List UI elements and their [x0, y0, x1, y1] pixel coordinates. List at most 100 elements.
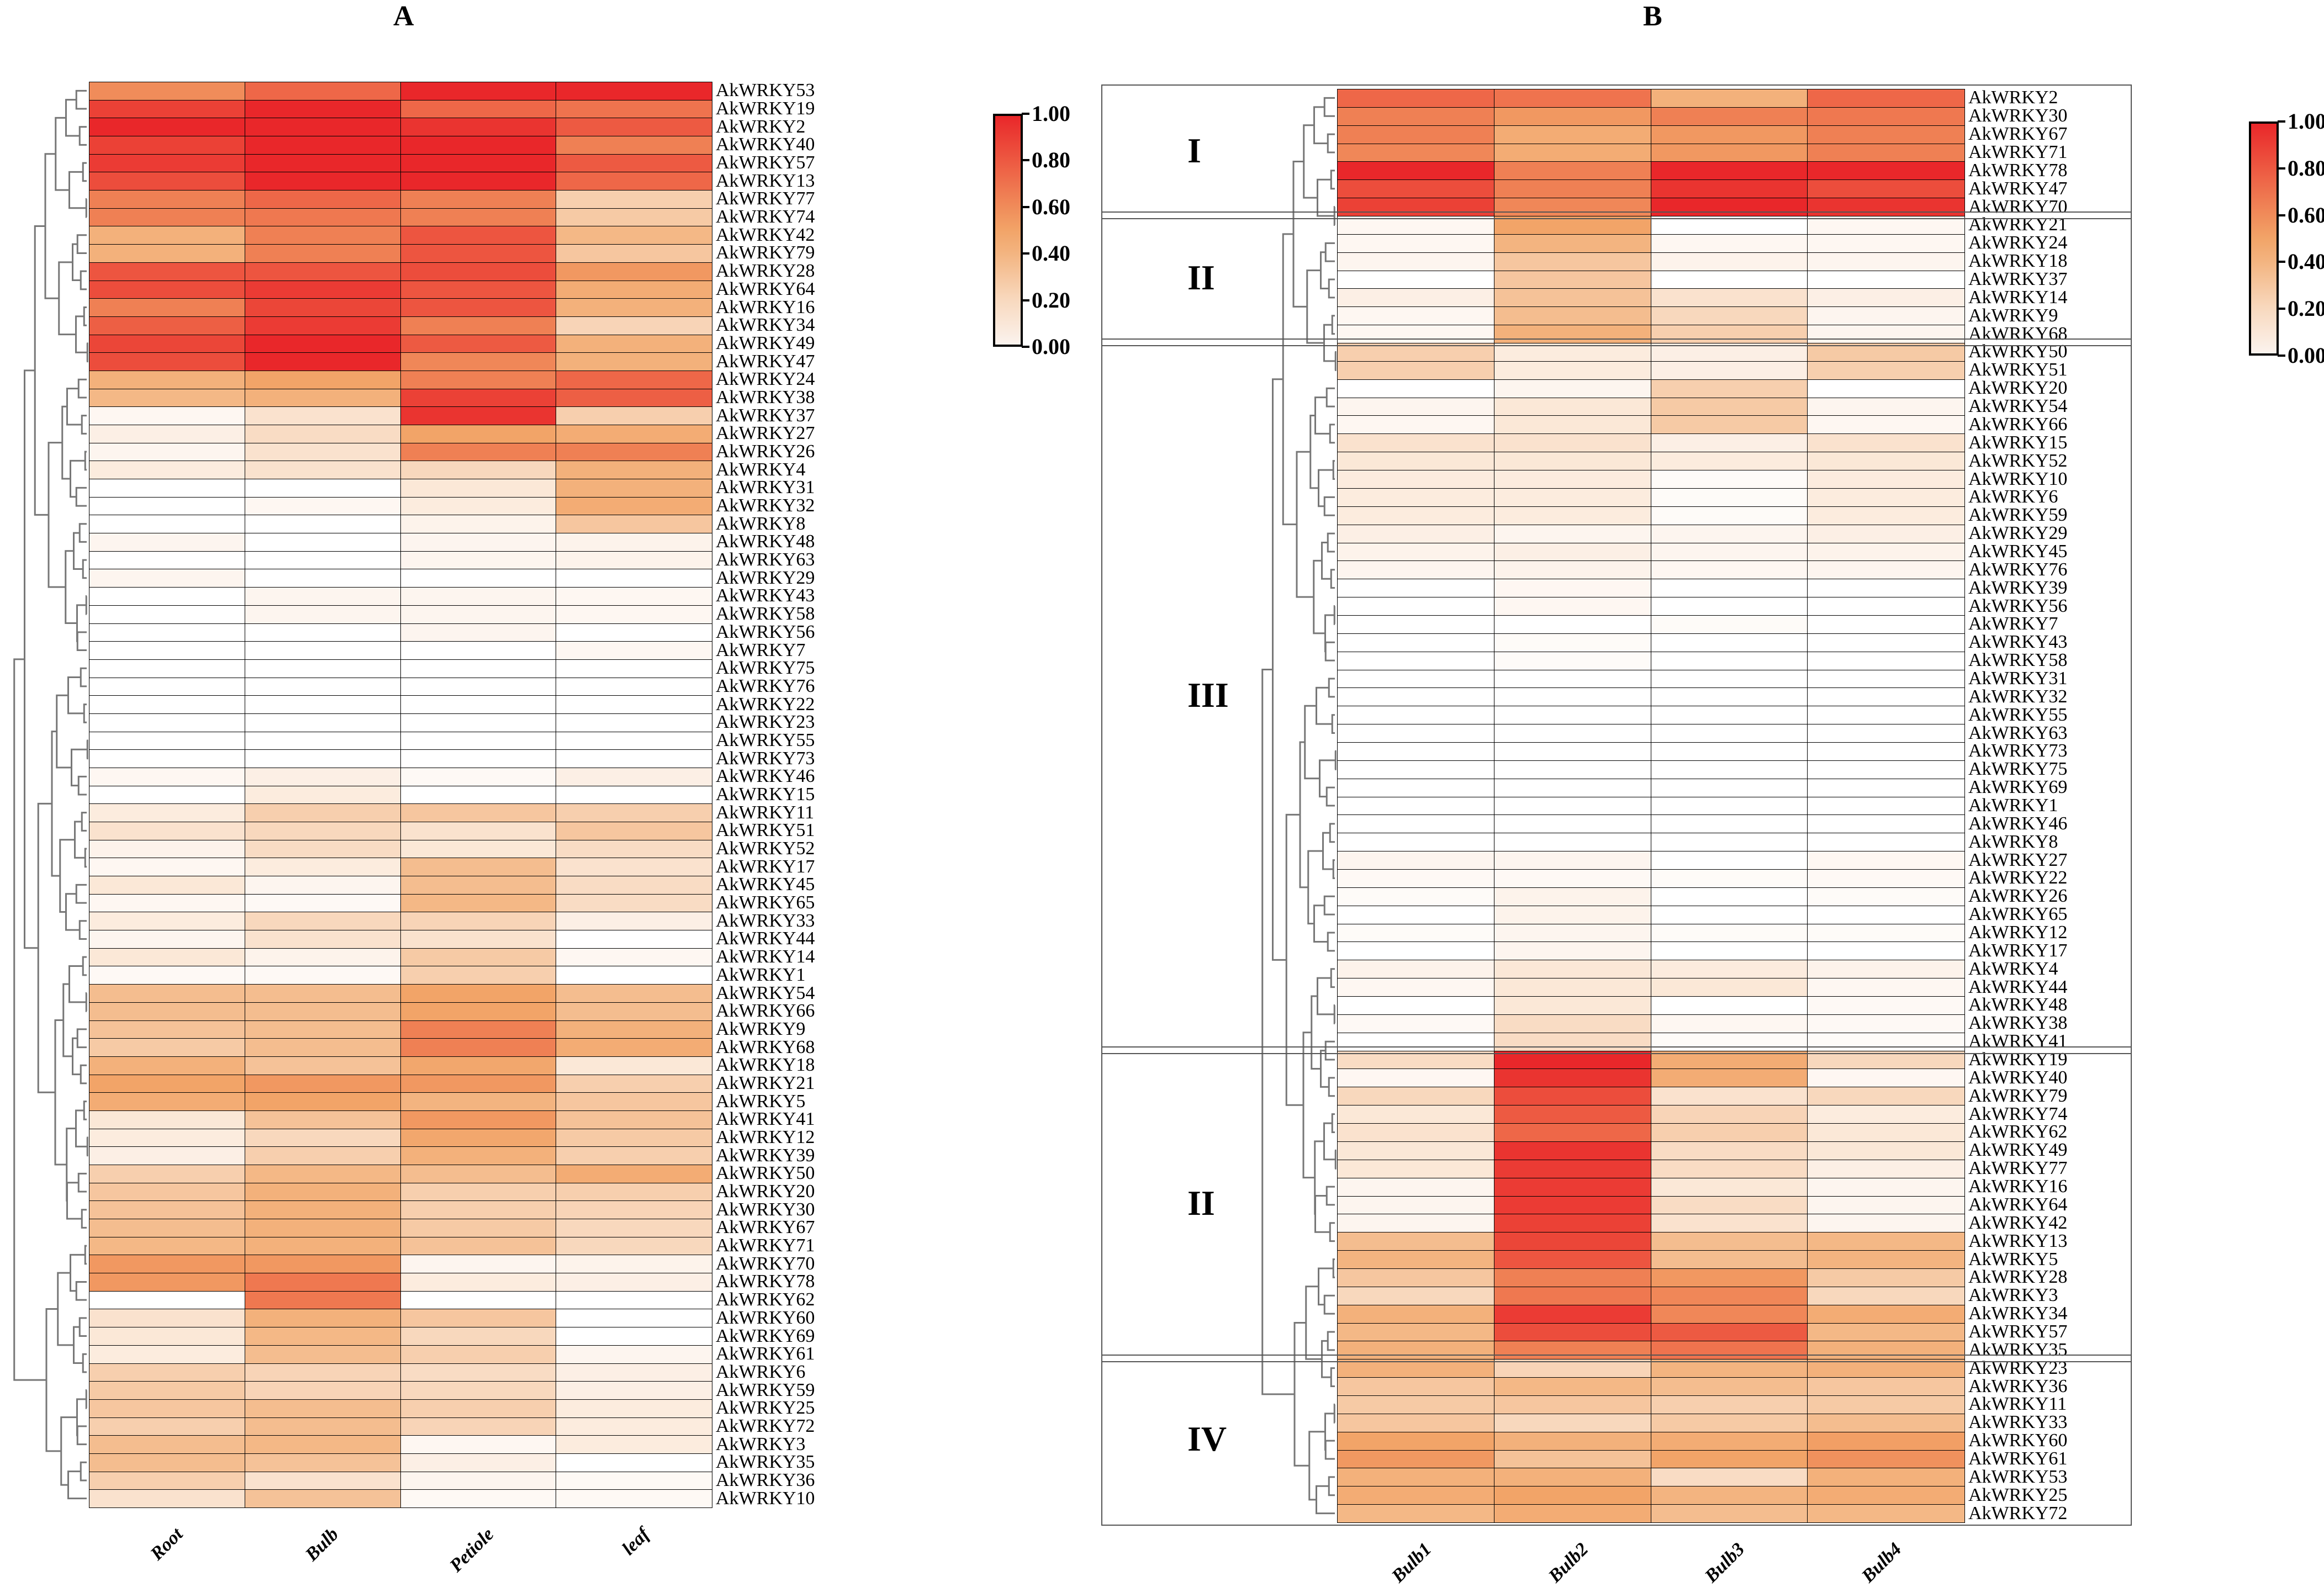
- dendrogram-branch: [75, 486, 87, 507]
- heatmap-cell: [1650, 1450, 1808, 1469]
- row-label: AkWRKY24: [1968, 232, 2068, 253]
- row-label: AkWRKY13: [1968, 1230, 2068, 1251]
- group-label: IV: [1187, 1419, 1227, 1459]
- heatmap-cell: [89, 280, 246, 299]
- heatmap-cell: [244, 190, 401, 209]
- dendrogram-branch: [1261, 669, 1295, 1395]
- heatmap-cell: [244, 893, 401, 913]
- heatmap-cell: [1807, 524, 1965, 544]
- colorbar-tick-mark: [1022, 159, 1029, 162]
- row-label: AkWRKY32: [1968, 686, 2068, 707]
- dendrogram-branch: [77, 1172, 87, 1193]
- heatmap-cell: [1807, 1141, 1965, 1161]
- heatmap-cell: [1493, 1431, 1651, 1451]
- row-label: AkWRKY10: [716, 1488, 815, 1509]
- row-label: AkWRKY68: [716, 1036, 815, 1057]
- heatmap-cell: [89, 659, 246, 679]
- heatmap-cell: [556, 1381, 712, 1400]
- heatmap-cell: [1650, 107, 1808, 126]
- colorbar-tick-mark: [2278, 167, 2285, 170]
- heatmap-cell: [89, 749, 246, 769]
- dendrogram-branch: [70, 1253, 86, 1292]
- heatmap-cell: [556, 316, 712, 336]
- row-label: AkWRKY37: [1968, 269, 2068, 290]
- heatmap-cell: [400, 822, 557, 841]
- row-label: AkWRKY78: [716, 1271, 815, 1292]
- dendrogram-branch: [75, 1281, 87, 1301]
- heatmap-cell: [400, 1110, 557, 1130]
- heatmap-cell: [89, 1219, 246, 1238]
- heatmap-cell: [1337, 869, 1495, 888]
- dendrogram-branch: [70, 459, 86, 498]
- dendrogram-branch: [78, 523, 87, 543]
- heatmap-cell: [556, 533, 712, 552]
- row-label: AkWRKY72: [1968, 1503, 2068, 1523]
- dendrogram-branch: [76, 631, 87, 652]
- row-label: AkWRKY15: [716, 784, 815, 805]
- row-label: AkWRKY66: [716, 1001, 815, 1022]
- row-label: AkWRKY2: [716, 116, 806, 137]
- heatmap-cell: [400, 623, 557, 642]
- heatmap-cell: [244, 1146, 401, 1166]
- heatmap-cell: [244, 1182, 401, 1202]
- heatmap-cell: [1337, 760, 1495, 780]
- row-label: AkWRKY38: [716, 387, 815, 408]
- colorbar-tick-mark: [2278, 308, 2285, 310]
- heatmap-cell: [89, 1435, 246, 1454]
- group-box: [1101, 84, 2132, 220]
- heatmap-cell: [556, 930, 712, 949]
- heatmap-cell: [556, 822, 712, 841]
- row-label: AkWRKY69: [1968, 777, 2068, 798]
- heatmap-cell: [556, 587, 712, 606]
- heatmap-cell: [556, 1038, 712, 1057]
- heatmap-cell: [244, 1092, 401, 1112]
- heatmap-cell: [1807, 687, 1965, 707]
- heatmap-cell: [556, 641, 712, 660]
- panel-b-title: B: [1643, 1, 1662, 32]
- row-label: AkWRKY33: [716, 910, 815, 931]
- dendrogram-branch: [84, 1245, 87, 1265]
- row-label: AkWRKY7: [716, 639, 806, 660]
- heatmap-cell: [556, 244, 712, 263]
- heatmap-cell: [400, 1200, 557, 1220]
- heatmap-cell: [244, 172, 401, 191]
- row-label: AkWRKY27: [716, 423, 815, 444]
- row-label: AkWRKY23: [716, 712, 815, 733]
- row-label: AkWRKY4: [716, 459, 806, 480]
- group-label: II: [1187, 1183, 1215, 1223]
- heatmap-cell: [1493, 179, 1651, 199]
- dendrogram-branch: [57, 1272, 74, 1346]
- heatmap-cell: [1807, 379, 1965, 399]
- dendrogram-branch: [56, 694, 72, 769]
- heatmap-cell: [1493, 923, 1651, 943]
- row-label: AkWRKY41: [1968, 1031, 2068, 1052]
- dendrogram-branch: [65, 893, 80, 931]
- heatmap-cell: [1807, 433, 1965, 453]
- heatmap-cell: [400, 172, 557, 191]
- dendrogram-branch: [34, 225, 49, 516]
- colorbar-tick-mark: [1022, 113, 1029, 115]
- heatmap-cell: [89, 1128, 246, 1147]
- group-label: II: [1187, 258, 1215, 298]
- row-label: AkWRKY74: [716, 207, 815, 228]
- row-label: AkWRKY79: [1968, 1085, 2068, 1106]
- row-label: AkWRKY60: [716, 1307, 815, 1328]
- heatmap-cell: [400, 858, 557, 877]
- row-label: AkWRKY64: [1968, 1194, 2068, 1215]
- row-label: AkWRKY43: [716, 585, 815, 606]
- heatmap-cell: [556, 1290, 712, 1310]
- heatmap-cell: [89, 406, 246, 426]
- heatmap-cell: [556, 876, 712, 895]
- heatmap-cell: [89, 334, 246, 353]
- heatmap-cell: [556, 966, 712, 985]
- row-label: AkWRKY53: [1968, 1466, 2068, 1487]
- heatmap-cell: [244, 1236, 401, 1256]
- heatmap-cell: [556, 1453, 712, 1473]
- heatmap-cell: [89, 1381, 246, 1400]
- heatmap-cell: [1807, 1159, 1965, 1179]
- row-label: AkWRKY25: [716, 1398, 815, 1419]
- heatmap-cell: [89, 1182, 246, 1202]
- dendrogram-branch: [78, 920, 87, 940]
- row-label: AkWRKY42: [716, 224, 815, 245]
- heatmap-cell: [89, 1273, 246, 1292]
